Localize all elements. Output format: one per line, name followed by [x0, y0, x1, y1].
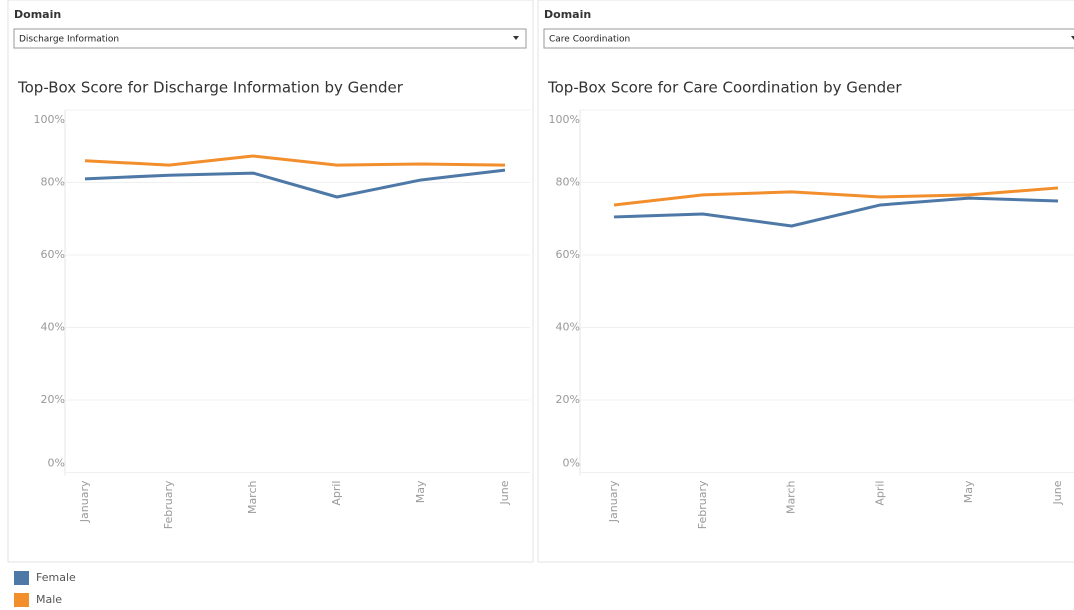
dropdown[interactable]: Discharge Information [13, 28, 527, 49]
y-tick-label: 100% [549, 113, 580, 126]
dropdown-arrow [1071, 36, 1074, 40]
x-tick-label: January [607, 480, 620, 523]
dropdown-value: Care Coordination [549, 35, 630, 45]
panel [537, 0, 1074, 563]
y-tick-label: 100% [34, 113, 65, 126]
legend-label: Female [36, 571, 76, 584]
x-tick-label: June [498, 480, 511, 505]
y-tick-label: 60% [41, 248, 65, 261]
y-tick-label: 0% [563, 457, 580, 470]
y-tick-label: 40% [41, 321, 65, 334]
y-tick-label: 0% [48, 457, 65, 470]
dropdown-arrow [513, 36, 519, 40]
legend-label: Male [36, 593, 62, 606]
x-tick-label: May [962, 480, 975, 503]
x-tick-label: March [246, 480, 259, 514]
legend-swatch [14, 593, 29, 607]
x-tick-label: June [1051, 480, 1064, 505]
chart-title: Top-Box Score for Care Coordination by G… [547, 79, 902, 97]
x-tick-label: April [873, 481, 886, 506]
panel [7, 0, 534, 563]
filter-label: Domain [14, 8, 61, 21]
dropdown-value: Discharge Information [19, 35, 119, 45]
legend-swatch [14, 571, 29, 585]
x-tick-label: February [162, 480, 175, 529]
dropdown-box [543, 28, 1074, 49]
y-tick-label: 40% [556, 321, 580, 334]
dropdown[interactable]: Care Coordination [543, 28, 1074, 49]
x-tick-label: January [78, 480, 91, 523]
x-tick-label: May [414, 480, 427, 503]
y-tick-label: 80% [41, 176, 65, 189]
chart-title: Top-Box Score for Discharge Information … [17, 79, 404, 97]
series-line [613, 196, 1059, 228]
series-line [613, 186, 1059, 207]
x-tick-label: February [696, 480, 709, 529]
x-tick-label: March [785, 480, 798, 514]
dropdown-box [13, 28, 527, 49]
y-tick-label: 20% [41, 393, 65, 406]
y-tick-label: 80% [556, 176, 580, 189]
y-tick-label: 20% [556, 393, 580, 406]
series-line [84, 168, 506, 199]
x-tick-label: April [330, 481, 343, 506]
y-tick-label: 60% [556, 248, 580, 261]
series-line [84, 154, 506, 167]
filter-label: Domain [544, 8, 591, 21]
